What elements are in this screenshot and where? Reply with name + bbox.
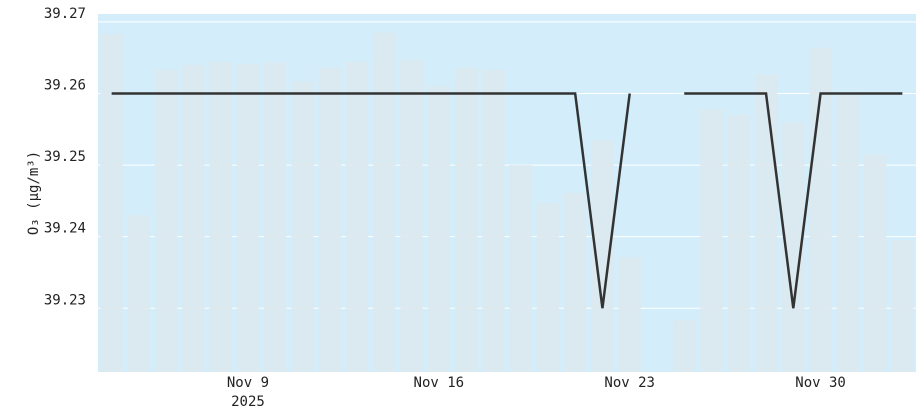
x-tick-label: Nov 16 <box>414 375 465 391</box>
x-year-label: 2025 <box>231 394 265 410</box>
bar <box>700 109 723 372</box>
bar <box>482 69 505 373</box>
y-tick-label: 39.26 <box>44 77 86 93</box>
bar <box>400 59 423 372</box>
bar <box>209 61 232 373</box>
bar <box>182 64 205 372</box>
y-tick-label: 39.23 <box>44 292 86 308</box>
bar <box>836 94 860 373</box>
bar <box>454 67 478 372</box>
bar <box>618 257 641 372</box>
bar <box>345 61 369 373</box>
bar <box>509 165 532 372</box>
bar <box>264 62 287 373</box>
bar <box>591 140 614 372</box>
bar <box>863 154 887 372</box>
y-axis-label: O₃ (μg/m³) <box>26 151 42 235</box>
bar <box>100 34 123 372</box>
bar <box>891 240 914 372</box>
x-tick-label: Nov 9 <box>227 375 269 391</box>
bar <box>154 69 178 373</box>
line <box>111 92 903 309</box>
bar <box>673 320 696 372</box>
bar <box>754 74 778 373</box>
y-tick-label: 39.24 <box>44 221 86 237</box>
bar <box>427 86 451 372</box>
x-tick-label: Nov 23 <box>604 375 655 391</box>
bar <box>291 81 314 372</box>
y-tick-label: 39.25 <box>44 149 86 165</box>
bar <box>318 67 341 372</box>
bar <box>236 64 260 373</box>
bar <box>727 114 750 373</box>
bar <box>373 32 396 373</box>
bar <box>782 122 805 372</box>
x-tick-label: Nov 30 <box>795 375 846 391</box>
bar <box>563 193 587 372</box>
bar <box>536 203 560 372</box>
bar <box>127 215 151 372</box>
y-tick-label: 39.27 <box>44 6 86 22</box>
